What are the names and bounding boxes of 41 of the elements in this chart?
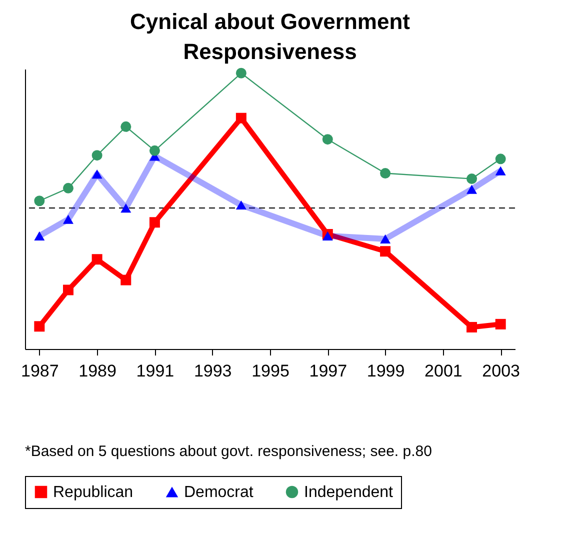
legend-label: Republican xyxy=(53,484,134,501)
point xyxy=(495,166,506,176)
point xyxy=(149,145,160,156)
point xyxy=(466,174,478,184)
chart-title: Cynical about Government Responsiveness xyxy=(130,8,411,64)
point xyxy=(236,68,246,78)
x-tick-label: 1991 xyxy=(136,362,174,380)
x-tick-label: 1993 xyxy=(194,362,232,380)
point xyxy=(495,154,506,164)
point xyxy=(34,231,45,240)
point xyxy=(466,184,478,194)
x-tick-label: 2003 xyxy=(482,362,520,380)
point xyxy=(495,318,506,330)
point xyxy=(62,214,74,224)
x-tick-label: 1999 xyxy=(366,362,405,380)
text: *Based on 5 questions about govt. responsiveness; see. p.80 xyxy=(25,443,432,460)
x-tick-label: 2001 xyxy=(424,362,462,380)
point xyxy=(92,170,102,179)
point xyxy=(92,254,102,265)
x-tick-label: 1995 xyxy=(252,362,290,380)
point xyxy=(120,274,132,286)
point xyxy=(236,112,246,124)
point xyxy=(236,200,246,210)
point xyxy=(380,168,391,179)
x-tick-label: 1989 xyxy=(78,362,116,380)
point xyxy=(380,234,391,244)
point xyxy=(466,322,478,332)
point xyxy=(149,217,160,228)
legend-label: Independent xyxy=(304,484,394,501)
x-tick-label: 1997 xyxy=(309,362,348,380)
point xyxy=(120,121,132,132)
point xyxy=(62,182,74,194)
point xyxy=(34,196,45,206)
point xyxy=(92,150,102,161)
point xyxy=(322,134,333,145)
legend-label: Democrat xyxy=(184,484,254,501)
x-tick-label: 1987 xyxy=(21,362,59,380)
point xyxy=(380,246,391,257)
point xyxy=(34,321,45,332)
point xyxy=(120,203,132,213)
point xyxy=(62,284,74,296)
